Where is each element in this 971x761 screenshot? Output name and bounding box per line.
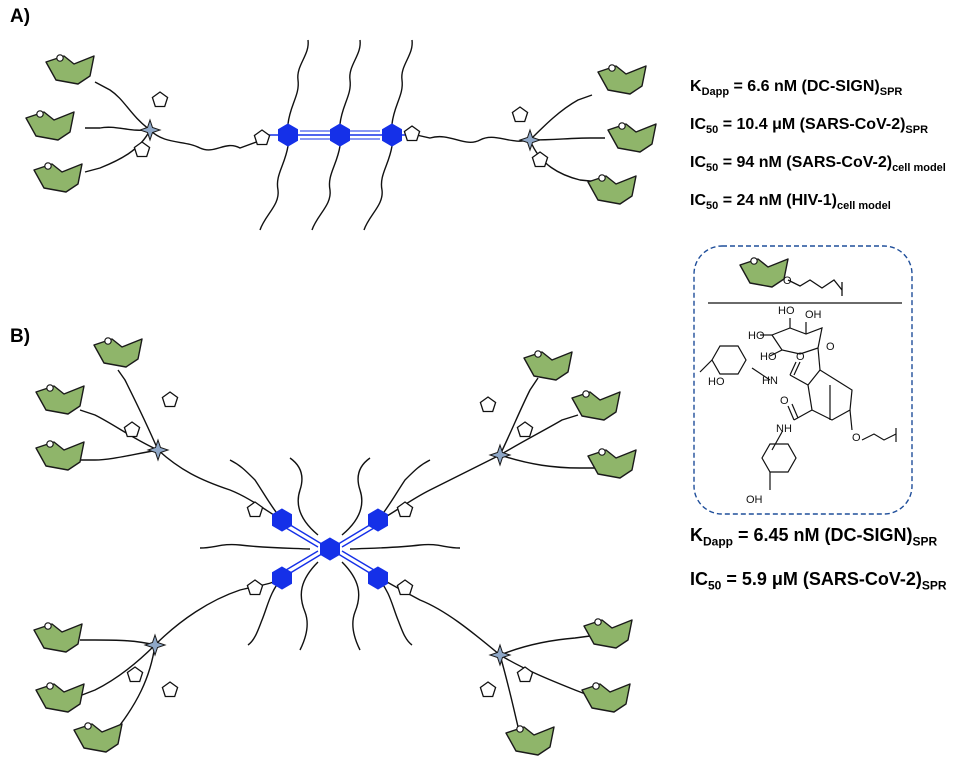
panel-a-molecule [84, 39, 605, 231]
atom-ho-4: HO [708, 376, 725, 388]
panel-b-label: B) [10, 326, 31, 347]
panel-a-core-rings [278, 123, 402, 147]
atom-legend-o: O [783, 275, 792, 287]
panel-b-core-rings [272, 508, 388, 590]
metric-line: IC50 = 10.4 μM (SARS-CoV-2)SPR [690, 116, 929, 137]
atom-nh: NH [776, 423, 792, 435]
atom-oh-1: OH [805, 309, 822, 321]
atom-ho-1: HO [778, 305, 795, 317]
atom-o-carbonyl-1: O [796, 351, 805, 363]
ligand-legend-box [693, 245, 913, 515]
metric-line: IC50 = 94 nM (SARS-CoV-2)cell model [690, 154, 946, 175]
atom-o-linker: O [852, 432, 861, 444]
panel-a-label: A) [10, 6, 31, 27]
atom-o-ring: O [826, 341, 835, 353]
metric-line: KDapp = 6.45 nM (DC-SIGN)SPR [690, 525, 938, 549]
atom-o-carbonyl-2: O [780, 395, 789, 407]
atom-hn: HN [762, 375, 778, 387]
atom-oh-2: OH [746, 494, 763, 506]
metric-line: IC50 = 5.9 μM (SARS-CoV-2)SPR [690, 569, 947, 593]
ligand-atom-labels: HO OH HO HO O HN O O NH O HO OH O [708, 275, 861, 506]
metric-line: IC50 = 24 nM (HIV-1)cell model [690, 192, 891, 213]
atom-ho-2: HO [748, 330, 765, 342]
atom-ho-3: HO [760, 351, 777, 363]
panel-a-metrics: KDapp = 6.6 nM (DC-SIGN)SPR IC50 = 10.4 … [690, 78, 946, 230]
metric-line: KDapp = 6.6 nM (DC-SIGN)SPR [690, 78, 903, 99]
panel-b-metrics: KDapp = 6.45 nM (DC-SIGN)SPR IC50 = 5.9 … [690, 525, 947, 613]
ligand-structure [699, 318, 897, 490]
panel-b-molecule [78, 369, 598, 746]
legend-sugar-symbol [739, 257, 843, 296]
